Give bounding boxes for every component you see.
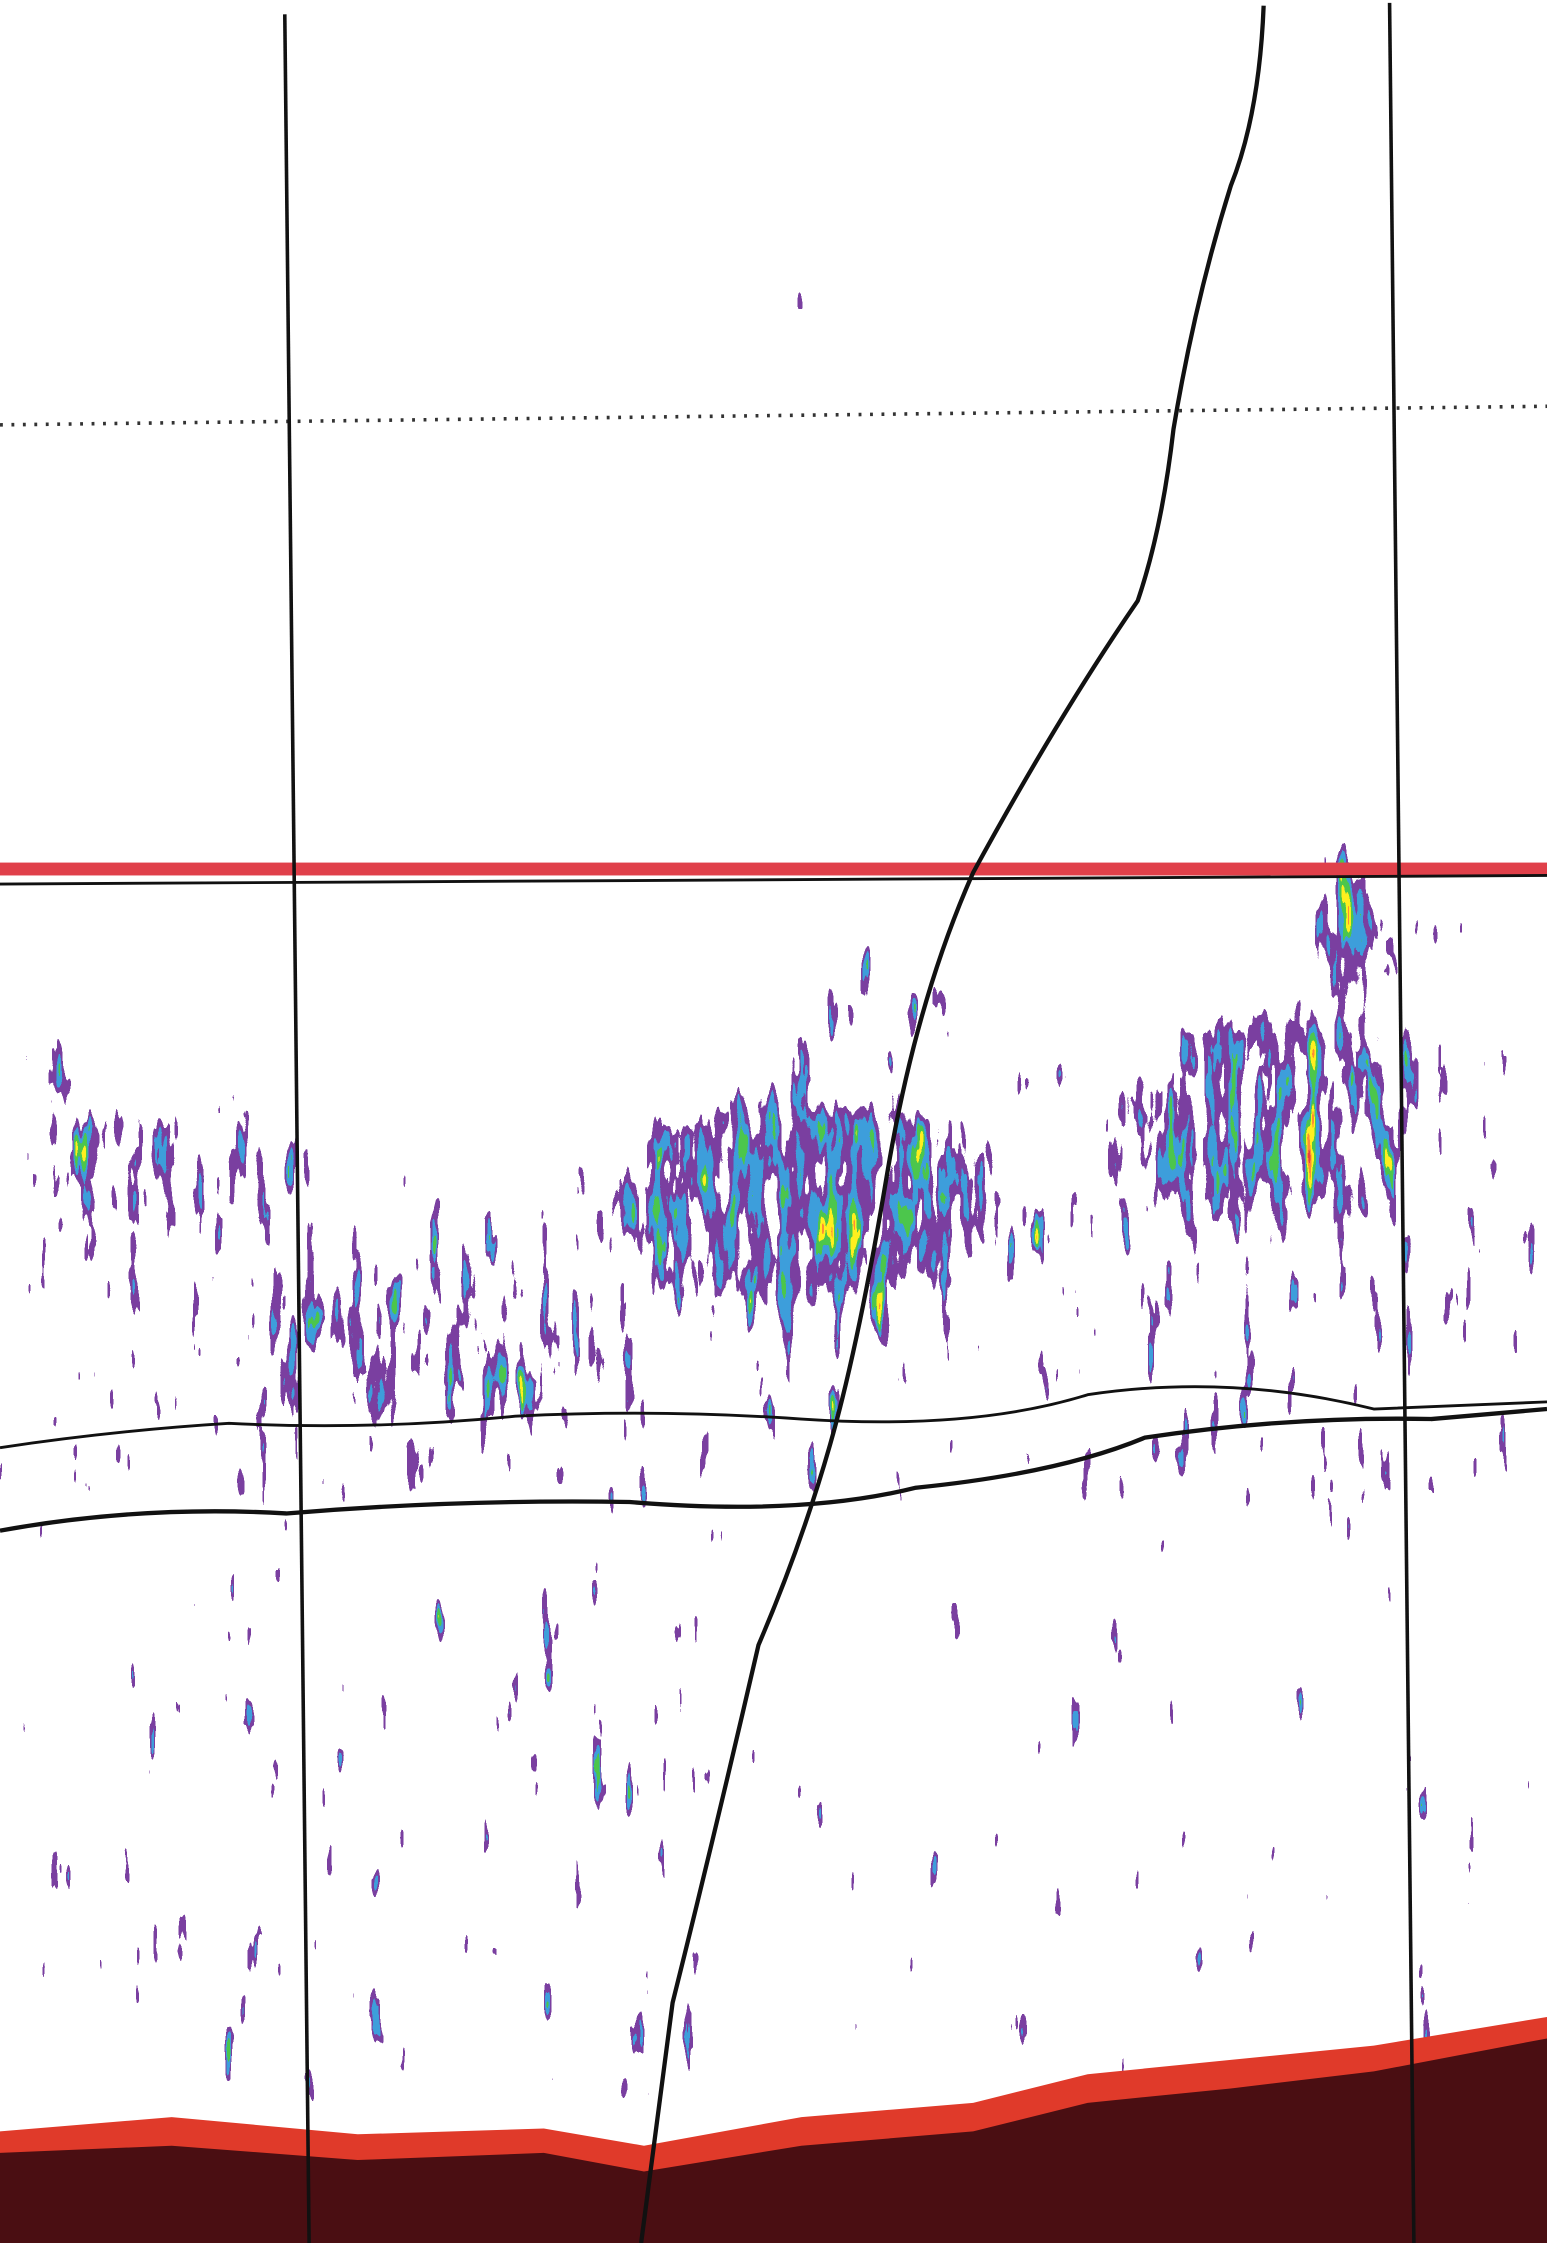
echogram: [0, 0, 1547, 2243]
hot-patch: [1102, 987, 1417, 1244]
hot-patch: [229, 1259, 630, 1431]
echo-returns: [0, 0, 1547, 2243]
hot-patch: [43, 1087, 301, 1259]
red-threshold-line: [0, 863, 1547, 876]
page: [0, 0, 1547, 2243]
hot-patch: [601, 1087, 1002, 1316]
lower-streak: [515, 1516, 715, 2117]
hot-patch: [1302, 830, 1388, 1002]
